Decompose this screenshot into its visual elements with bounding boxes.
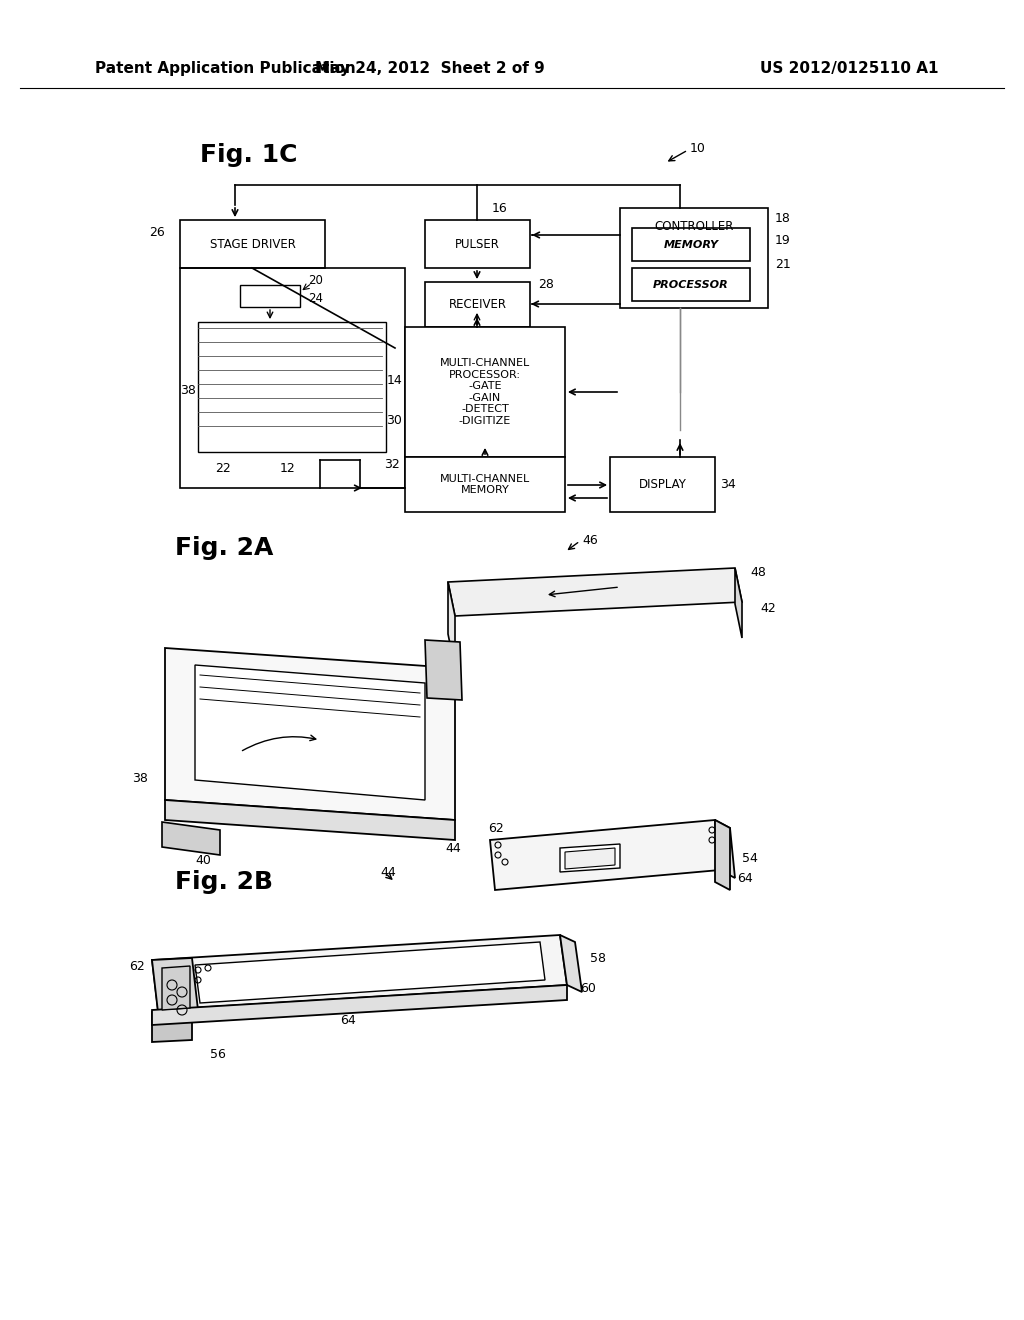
Text: 58: 58	[590, 952, 606, 965]
Text: STAGE DRIVER: STAGE DRIVER	[210, 238, 296, 251]
Bar	[198, 322, 386, 451]
Text: DISPLAY: DISPLAY	[639, 478, 686, 491]
Bar	[240, 285, 300, 308]
Bar	[425, 282, 530, 327]
Bar	[610, 457, 715, 512]
Text: 18: 18	[775, 211, 791, 224]
Text: 44: 44	[445, 842, 461, 854]
Text: 64: 64	[737, 871, 753, 884]
Text: 42: 42	[760, 602, 776, 615]
Bar	[620, 209, 768, 308]
Polygon shape	[152, 958, 198, 1012]
Polygon shape	[165, 648, 455, 820]
Bar	[425, 220, 530, 268]
Bar	[406, 327, 565, 457]
Text: 56: 56	[210, 1048, 226, 1061]
Text: US 2012/0125110 A1: US 2012/0125110 A1	[760, 61, 939, 75]
Text: 24: 24	[308, 292, 323, 305]
Bar	[632, 228, 750, 261]
Text: 30: 30	[386, 413, 402, 426]
Text: Fig. 2A: Fig. 2A	[175, 536, 273, 560]
Text: 21: 21	[775, 259, 791, 272]
Text: 10: 10	[690, 141, 706, 154]
Polygon shape	[195, 665, 425, 800]
Text: 20: 20	[308, 273, 323, 286]
Text: 64: 64	[340, 1014, 355, 1027]
Text: Patent Application Publication: Patent Application Publication	[95, 61, 355, 75]
Polygon shape	[715, 820, 730, 890]
Text: 40: 40	[195, 854, 211, 866]
Polygon shape	[449, 568, 742, 616]
Text: 34: 34	[720, 479, 736, 491]
Text: 44: 44	[380, 866, 395, 879]
Text: 26: 26	[150, 226, 165, 239]
Text: Fig. 1C: Fig. 1C	[200, 143, 298, 168]
Text: PULSER: PULSER	[455, 238, 500, 251]
Text: Fig. 2B: Fig. 2B	[175, 870, 273, 894]
Polygon shape	[165, 800, 455, 840]
Text: 12: 12	[280, 462, 296, 474]
Polygon shape	[162, 966, 190, 1010]
Text: 28: 28	[538, 277, 554, 290]
Polygon shape	[715, 820, 735, 878]
Polygon shape	[735, 568, 742, 638]
Text: 54: 54	[742, 851, 758, 865]
Text: 14: 14	[386, 374, 402, 387]
Polygon shape	[152, 985, 567, 1026]
Polygon shape	[152, 1010, 193, 1041]
Bar	[632, 268, 750, 301]
Text: PROCESSOR: PROCESSOR	[653, 280, 729, 289]
Polygon shape	[449, 582, 455, 668]
Bar	[406, 457, 565, 512]
Polygon shape	[560, 843, 620, 873]
Text: RECEIVER: RECEIVER	[449, 298, 507, 312]
Polygon shape	[195, 942, 545, 1003]
Bar	[180, 220, 325, 268]
Text: 19: 19	[775, 234, 791, 247]
Text: 32: 32	[384, 458, 400, 471]
Polygon shape	[162, 822, 220, 855]
Polygon shape	[560, 935, 582, 993]
Text: MULTI-CHANNEL
PROCESSOR:
-GATE
-GAIN
-DETECT
-DIGITIZE: MULTI-CHANNEL PROCESSOR: -GATE -GAIN -DE…	[440, 358, 530, 426]
Text: 38: 38	[180, 384, 196, 396]
Text: 22: 22	[215, 462, 230, 474]
Text: May 24, 2012  Sheet 2 of 9: May 24, 2012 Sheet 2 of 9	[315, 61, 545, 75]
Polygon shape	[490, 820, 720, 890]
Text: 16: 16	[492, 202, 508, 214]
Text: 46: 46	[582, 533, 598, 546]
Bar	[180, 268, 406, 488]
Text: 62: 62	[488, 821, 504, 834]
Text: 48: 48	[750, 565, 766, 578]
Polygon shape	[152, 935, 567, 1010]
Text: 38: 38	[132, 771, 148, 784]
Text: CONTROLLER: CONTROLLER	[654, 220, 733, 234]
Text: 60: 60	[580, 982, 596, 994]
Text: 62: 62	[129, 961, 145, 974]
Polygon shape	[425, 640, 462, 700]
Text: MEMORY: MEMORY	[664, 239, 719, 249]
Text: MULTI-CHANNEL
MEMORY: MULTI-CHANNEL MEMORY	[440, 474, 530, 495]
Polygon shape	[565, 847, 615, 869]
